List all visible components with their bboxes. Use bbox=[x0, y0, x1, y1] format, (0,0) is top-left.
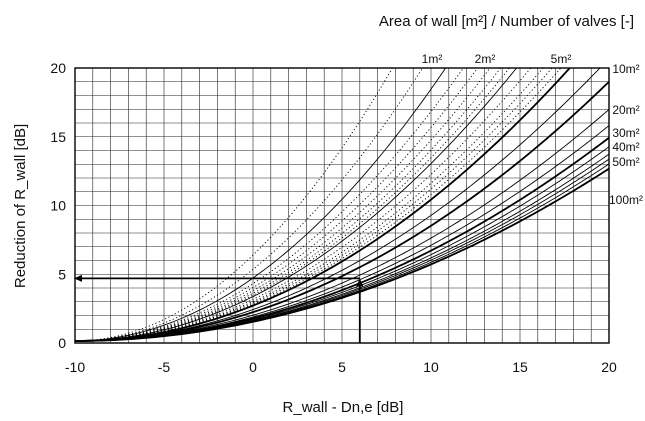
curve-label-50m2: 50m² bbox=[612, 155, 639, 169]
series-line-4m2 bbox=[75, 68, 502, 342]
y-axis-title: Reduction of R_wall [dB] bbox=[12, 124, 29, 288]
top-title: Area of wall [m²] / Number of valves [-] bbox=[379, 13, 634, 30]
x-tick-labels: -10 -5 0 5 10 15 20 bbox=[65, 359, 617, 375]
curve-label-2m2: 2m² bbox=[475, 52, 496, 66]
series-line-2m2 bbox=[75, 68, 447, 342]
x-tick-label: 10 bbox=[423, 359, 439, 375]
curve-label-40m2: 40m² bbox=[612, 140, 639, 154]
x-tick-label: 5 bbox=[338, 359, 346, 375]
x-tick-label: 0 bbox=[249, 359, 257, 375]
curve-label-100m2: 100m² bbox=[609, 193, 643, 207]
y-tick-label: 0 bbox=[58, 335, 66, 351]
series-line-10m2 bbox=[75, 68, 571, 342]
x-axis-title: R_wall - Dn,e [dB] bbox=[283, 399, 404, 416]
series-line-5m2 bbox=[75, 68, 518, 342]
example-reading bbox=[74, 274, 364, 343]
series-line-2-5m2 bbox=[75, 68, 464, 342]
curves bbox=[75, 68, 609, 342]
series-line-7m2 bbox=[75, 68, 544, 342]
series-line-8m2 bbox=[75, 68, 553, 342]
x-tick-label: -10 bbox=[65, 359, 85, 375]
curve-label-20m2: 20m² bbox=[612, 103, 639, 117]
y-tick-label: 5 bbox=[58, 266, 66, 282]
series-line-3m2 bbox=[75, 68, 479, 342]
x-tick-label: -5 bbox=[158, 359, 171, 375]
curve-label-1m2: 1m² bbox=[422, 52, 443, 66]
y-tick-label: 10 bbox=[50, 198, 66, 214]
reading-arrowhead-up bbox=[356, 278, 364, 287]
x-tick-label: 15 bbox=[512, 359, 528, 375]
series-line-100m2 bbox=[75, 167, 609, 342]
series-line-3-5m2 bbox=[75, 68, 491, 342]
curve-label-30m2: 30m² bbox=[612, 126, 639, 140]
reading-arrowhead-left bbox=[74, 274, 82, 282]
plot-frame bbox=[74, 67, 610, 344]
series-line-20m2 bbox=[75, 81, 609, 342]
curve-label-10m2: 10m² bbox=[612, 62, 639, 76]
y-tick-labels: 0 5 10 15 20 bbox=[50, 60, 66, 351]
series-line-1m2 bbox=[75, 68, 393, 342]
y-tick-label: 20 bbox=[50, 60, 66, 76]
y-tick-label: 15 bbox=[50, 129, 66, 145]
x-tick-label: 20 bbox=[601, 359, 617, 375]
curve-label-5m2: 5m² bbox=[551, 52, 572, 66]
